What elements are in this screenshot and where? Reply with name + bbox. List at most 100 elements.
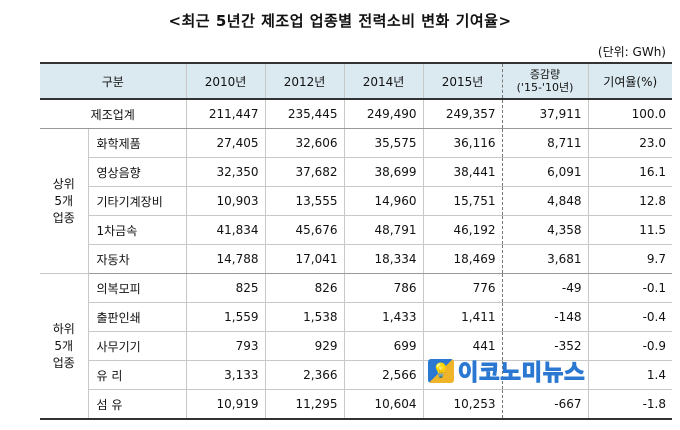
cell-2014: 18,334 xyxy=(343,244,423,274)
cell-2012: 235,445 xyxy=(264,99,344,129)
row-label: 섬 유 xyxy=(87,389,186,420)
cell-contribution: 100.0 xyxy=(587,99,672,129)
group-label-bottom5: 하위 5개 업종 xyxy=(40,273,88,420)
cell-2010: 3,133 xyxy=(185,360,265,390)
table-row: 1차금속 41,834 45,676 48,791 46,192 4,358 1… xyxy=(40,215,672,245)
cell-contribution: 11.5 xyxy=(587,215,672,245)
header-2015: 2015년 xyxy=(422,62,502,100)
cell-2014: 1,433 xyxy=(343,302,423,332)
page-title: <최근 5년간 제조업 업종별 전력소비 변화 기여율> xyxy=(168,12,512,30)
cell-2015: 36,116 xyxy=(422,128,502,158)
row-label: 화학제품 xyxy=(87,128,186,158)
cell-2010: 825 xyxy=(185,273,265,303)
cell-contribution: 9.7 xyxy=(587,244,672,274)
header-contribution: 기여율(%) xyxy=(587,62,672,100)
cell-2014: 699 xyxy=(343,331,423,361)
cell-contribution: 16.1 xyxy=(587,157,672,187)
cell-change: -667 xyxy=(501,389,588,420)
table-row: 하위 5개 업종 의복모피 825 826 786 776 -49 -0.1 xyxy=(40,273,672,420)
cell-2010: 1,559 xyxy=(185,302,265,332)
table-row-total: 제조업계 211,447 235,445 249,490 249,357 37,… xyxy=(40,99,672,129)
cell-2012: 32,606 xyxy=(264,128,344,158)
cell-contribution: 12.8 xyxy=(587,186,672,216)
cell-2012: 11,295 xyxy=(264,389,344,420)
cell-contribution: 23.0 xyxy=(587,128,672,158)
row-label: 1차금속 xyxy=(87,215,186,245)
header-row: 구분 2010년 2012년 2014년 2015년 증감량 ('15-'10년… xyxy=(40,62,672,100)
cell-2014: 249,490 xyxy=(343,99,423,129)
cell-2015: 18,469 xyxy=(422,244,502,274)
cell-contribution: -0.9 xyxy=(587,331,672,361)
header-category: 구분 xyxy=(40,62,186,100)
cell-2012: 17,041 xyxy=(264,244,344,274)
cell-2010: 211,447 xyxy=(185,99,265,129)
cell-change: 4,358 xyxy=(501,215,588,245)
row-label: 영상음향 xyxy=(87,157,186,187)
row-label: 의복모피 xyxy=(87,273,186,303)
cell-change: -49 xyxy=(501,273,588,303)
cell-change: -148 xyxy=(501,302,588,332)
cell-2015: 10,253 xyxy=(422,389,502,420)
cell-2015: 441 xyxy=(422,331,502,361)
table-row: 유 리 3,133 2,366 2,566 1.4 xyxy=(40,360,672,390)
row-label: 자동차 xyxy=(87,244,186,274)
cell-2014: 10,604 xyxy=(343,389,423,420)
power-consumption-table: 구분 2010년 2012년 2014년 2015년 증감량 ('15-'10년… xyxy=(40,62,672,420)
cell-2010: 14,788 xyxy=(185,244,265,274)
cell-change: -352 xyxy=(501,331,588,361)
cell-contribution: 1.4 xyxy=(587,360,672,390)
cell-2012: 2,366 xyxy=(264,360,344,390)
table-row: 출판인쇄 1,559 1,538 1,433 1,411 -148 -0.4 xyxy=(40,302,672,332)
cell-change: 37,911 xyxy=(501,99,588,129)
header-2010: 2010년 xyxy=(185,62,265,100)
cell-2015: 776 xyxy=(422,273,502,303)
row-label: 유 리 xyxy=(87,360,186,390)
cell-2015: 15,751 xyxy=(422,186,502,216)
header-2014: 2014년 xyxy=(343,62,423,100)
cell-change: 4,848 xyxy=(501,186,588,216)
cell-2012: 45,676 xyxy=(264,215,344,245)
cell-change: 8,711 xyxy=(501,128,588,158)
table-row: 기타기계장비 10,903 13,555 14,960 15,751 4,848… xyxy=(40,186,672,216)
cell-2015: 46,192 xyxy=(422,215,502,245)
cell-contribution: -0.4 xyxy=(587,302,672,332)
table-row: 섬 유 10,919 11,295 10,604 10,253 -667 -1.… xyxy=(40,389,672,420)
cell-2014: 48,791 xyxy=(343,215,423,245)
cell-2014: 38,699 xyxy=(343,157,423,187)
cell-2015: 1,411 xyxy=(422,302,502,332)
cell-2010: 27,405 xyxy=(185,128,265,158)
cell-2012: 13,555 xyxy=(264,186,344,216)
table-row: 영상음향 32,350 37,682 38,699 38,441 6,091 1… xyxy=(40,157,672,187)
cell-2014: 2,566 xyxy=(343,360,423,390)
header-change: 증감량 ('15-'10년) xyxy=(501,62,588,100)
cell-2012: 37,682 xyxy=(264,157,344,187)
cell-2012: 929 xyxy=(264,331,344,361)
table-row: 자동차 14,788 17,041 18,334 18,469 3,681 9.… xyxy=(40,244,672,274)
cell-2010: 32,350 xyxy=(185,157,265,187)
group-label-top5: 상위 5개 업종 xyxy=(40,128,88,274)
row-label: 기타기계장비 xyxy=(87,186,186,216)
cell-2012: 1,538 xyxy=(264,302,344,332)
cell-2014: 14,960 xyxy=(343,186,423,216)
cell-2015: 38,441 xyxy=(422,157,502,187)
cell-change: 3,681 xyxy=(501,244,588,274)
cell-2010: 10,903 xyxy=(185,186,265,216)
table-row: 사무기기 793 929 699 441 -352 -0.9 xyxy=(40,331,672,361)
header-2012: 2012년 xyxy=(264,62,344,100)
row-label: 출판인쇄 xyxy=(87,302,186,332)
cell-2010: 10,919 xyxy=(185,389,265,420)
cell-change xyxy=(501,360,588,390)
cell-2012: 826 xyxy=(264,273,344,303)
row-label: 사무기기 xyxy=(87,331,186,361)
cell-contribution: -1.8 xyxy=(587,389,672,420)
cell-2014: 786 xyxy=(343,273,423,303)
cell-2015: 249,357 xyxy=(422,99,502,129)
cell-contribution: -0.1 xyxy=(587,273,672,303)
cell-2014: 35,575 xyxy=(343,128,423,158)
cell-2015 xyxy=(422,360,502,390)
unit-label: (단위: GWh) xyxy=(597,45,666,59)
cell-2010: 41,834 xyxy=(185,215,265,245)
cell-change: 6,091 xyxy=(501,157,588,187)
row-label: 제조업계 xyxy=(40,99,186,129)
table-row: 상위 5개 업종 화학제품 27,405 32,606 35,575 36,11… xyxy=(40,128,672,274)
